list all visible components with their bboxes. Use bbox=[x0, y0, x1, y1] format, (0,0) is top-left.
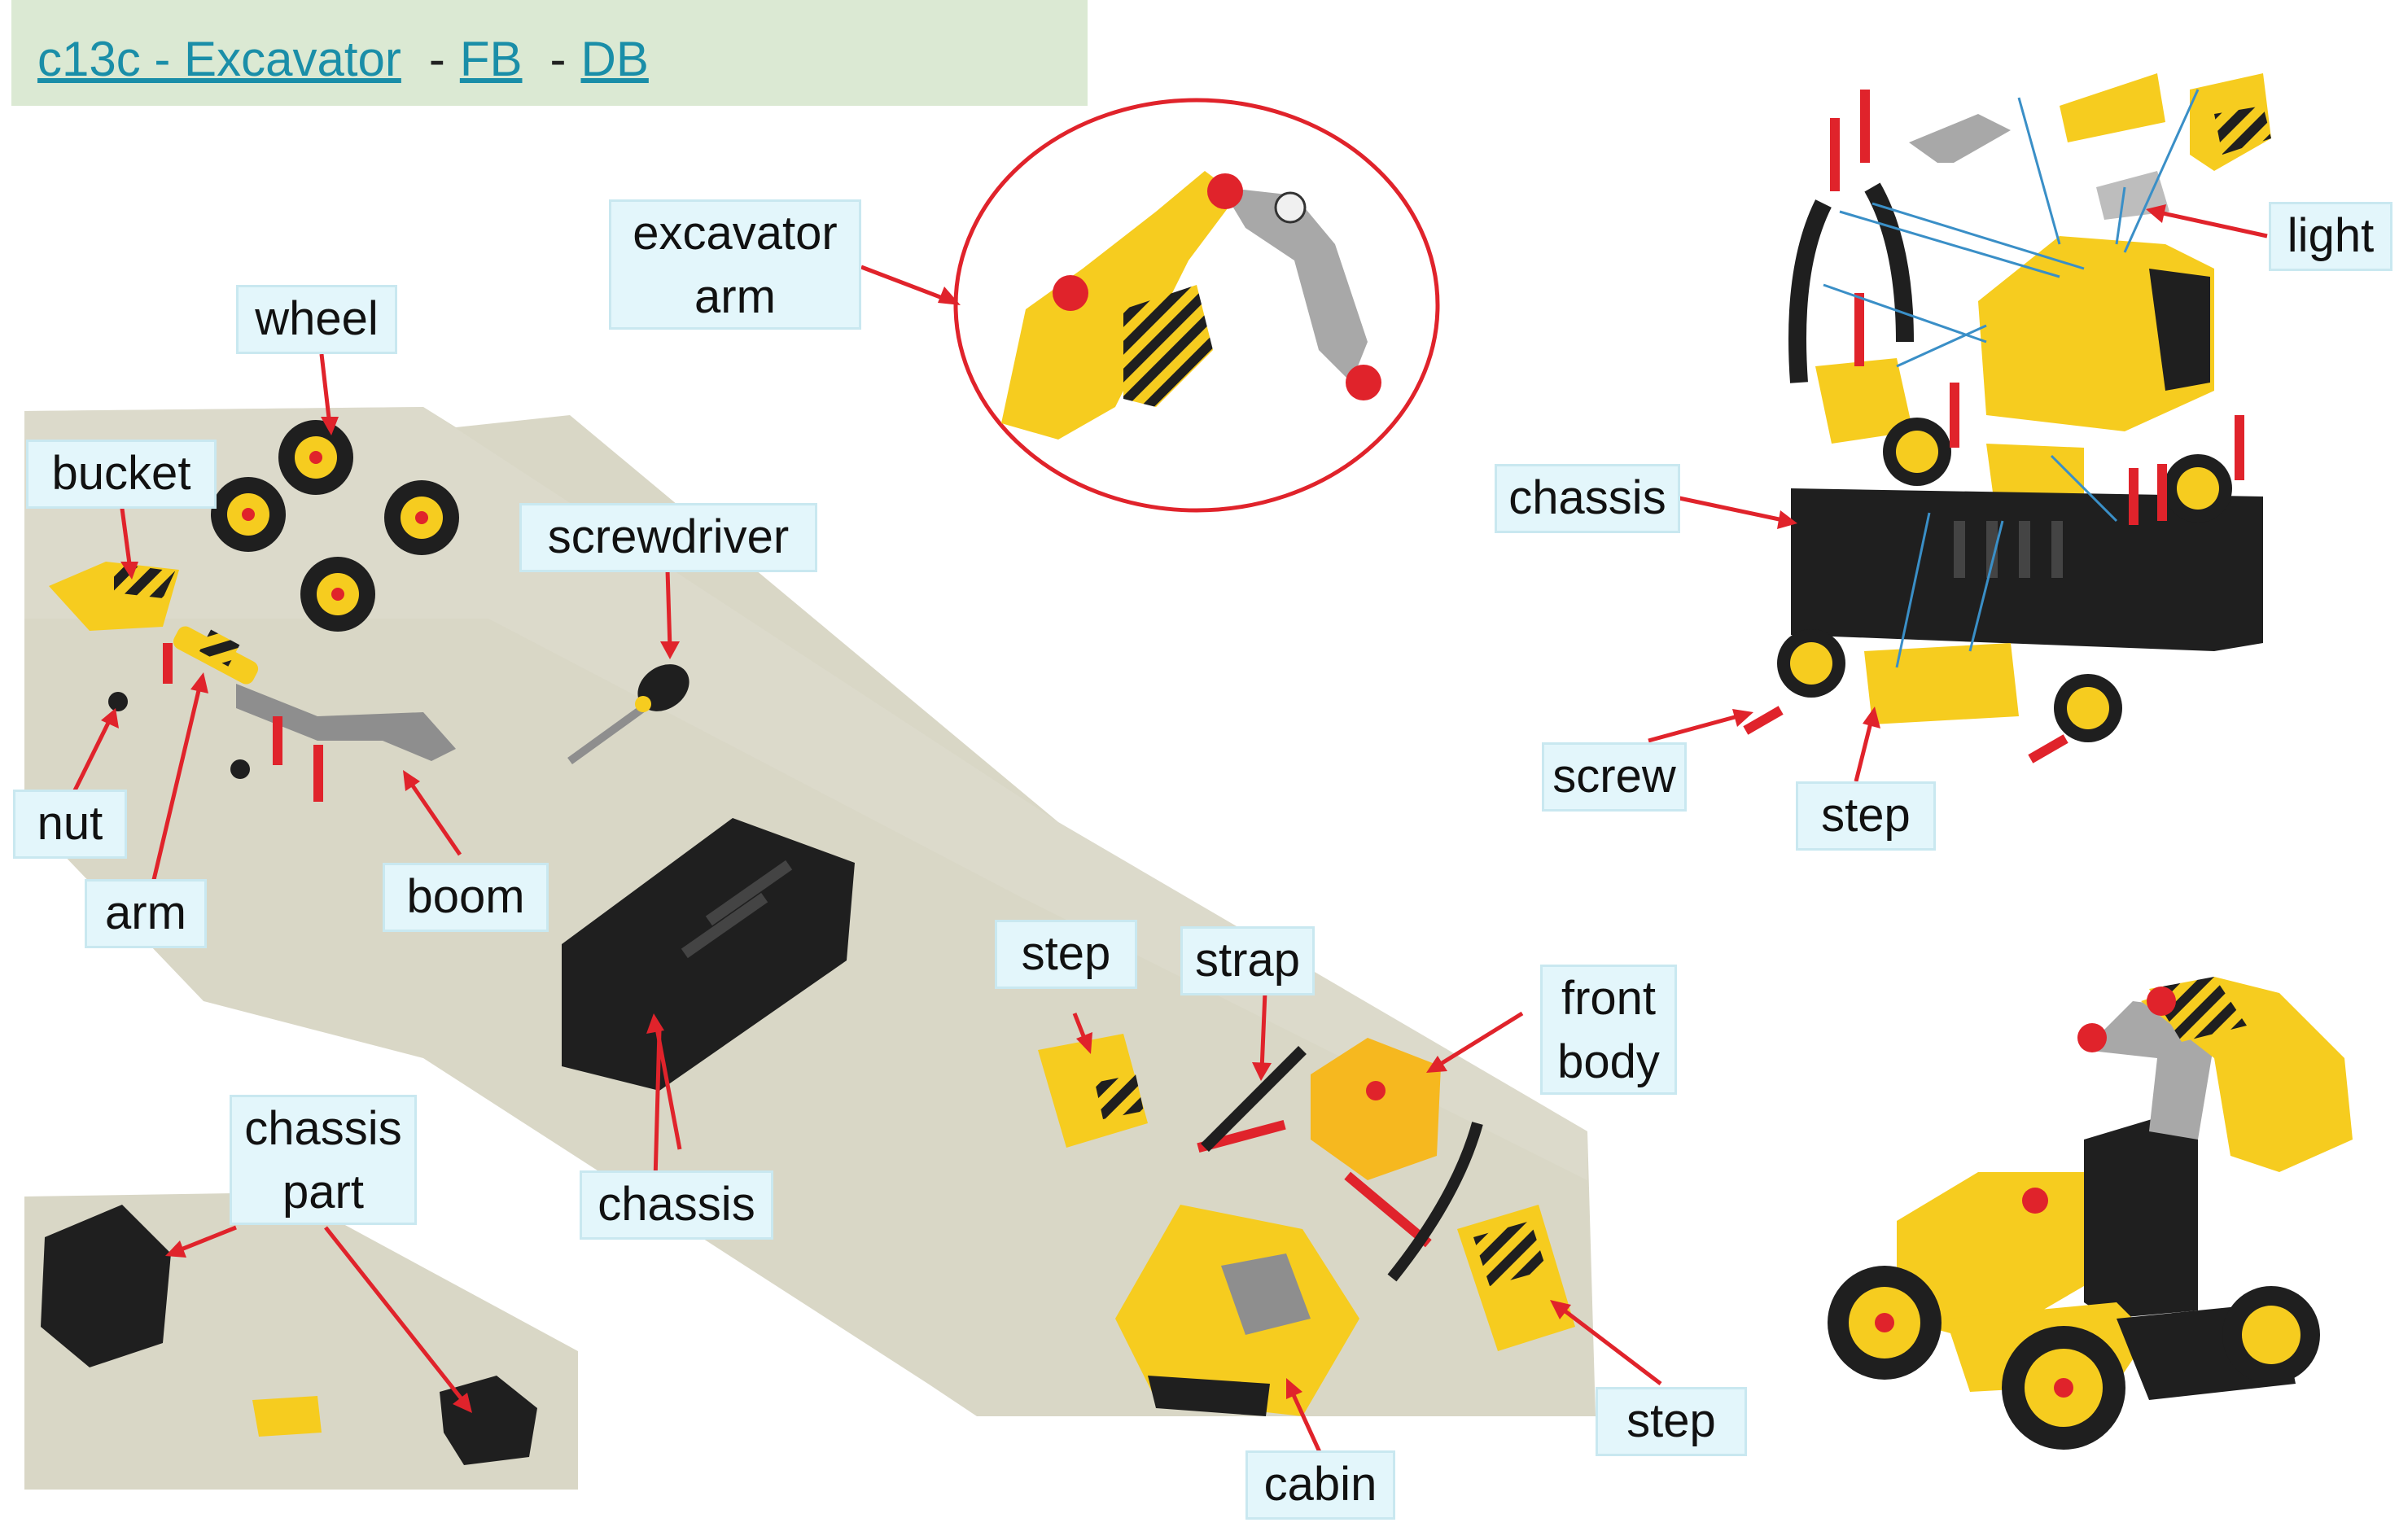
arm-icon bbox=[173, 626, 259, 685]
screwdriver-icon bbox=[567, 664, 689, 765]
label-arm: arm bbox=[85, 879, 207, 948]
parts-photo bbox=[24, 407, 1596, 1416]
label-cabin: cabin bbox=[1245, 1450, 1395, 1520]
screw-icon bbox=[163, 643, 1432, 1248]
label-step: step bbox=[1596, 1387, 1747, 1456]
label-line: front bbox=[1561, 972, 1657, 1025]
chassis-icon bbox=[562, 818, 855, 1091]
exploded-excavator-diagram bbox=[1743, 73, 2271, 763]
label-strap: strap bbox=[1180, 926, 1315, 995]
label-boom: boom bbox=[383, 863, 549, 932]
separator: - bbox=[549, 32, 567, 86]
label-nut: nut bbox=[13, 790, 127, 859]
label-screw: screw bbox=[1542, 742, 1687, 812]
header-links: c13c - Excavator - FB - DB bbox=[37, 31, 649, 87]
wheel-icon bbox=[1777, 418, 2232, 742]
label-screwdriver: screwdriver bbox=[519, 503, 817, 572]
front-body-icon bbox=[1311, 1038, 1441, 1180]
wheel-icon bbox=[211, 420, 459, 632]
label-line: part bbox=[282, 1166, 364, 1218]
header-bar: c13c - Excavator - FB - DB bbox=[11, 0, 1088, 106]
fb-link[interactable]: FB bbox=[459, 32, 523, 86]
label-front-body: front body bbox=[1540, 965, 1677, 1095]
label-step: step bbox=[1796, 781, 1936, 851]
title-link[interactable]: c13c - Excavator bbox=[37, 32, 401, 86]
label-wheel: wheel bbox=[236, 285, 397, 354]
db-link[interactable]: DB bbox=[580, 32, 649, 86]
label-step: step bbox=[995, 920, 1137, 989]
separator: - bbox=[428, 32, 445, 86]
label-line: chassis bbox=[244, 1102, 402, 1155]
boom-icon bbox=[236, 684, 456, 761]
wheel-icon bbox=[1828, 1266, 2320, 1450]
pointer-arrows bbox=[71, 204, 2268, 1455]
label-excavator-arm: excavator arm bbox=[609, 199, 861, 330]
strap-icon bbox=[1201, 1046, 1483, 1282]
chassis-part-photo bbox=[24, 1192, 578, 1490]
step-icon bbox=[1038, 1034, 1575, 1351]
cabin-icon bbox=[1115, 1205, 1359, 1416]
screw-icon bbox=[1743, 90, 2244, 763]
label-line: body bbox=[1557, 1035, 1660, 1088]
label-light: light bbox=[2269, 202, 2392, 271]
connector-lines bbox=[1823, 89, 2200, 668]
label-chassis: chassis bbox=[1495, 464, 1680, 533]
label-line: arm bbox=[694, 270, 776, 323]
excavator-arm-photo bbox=[953, 98, 1440, 513]
label-chassis: chassis bbox=[580, 1170, 773, 1240]
label-line: excavator bbox=[633, 207, 838, 260]
nut-icon bbox=[108, 692, 250, 779]
assembled-excavator-photo bbox=[1828, 977, 2353, 1450]
label-bucket: bucket bbox=[26, 440, 217, 509]
label-chassis-part: chassis part bbox=[230, 1095, 417, 1225]
